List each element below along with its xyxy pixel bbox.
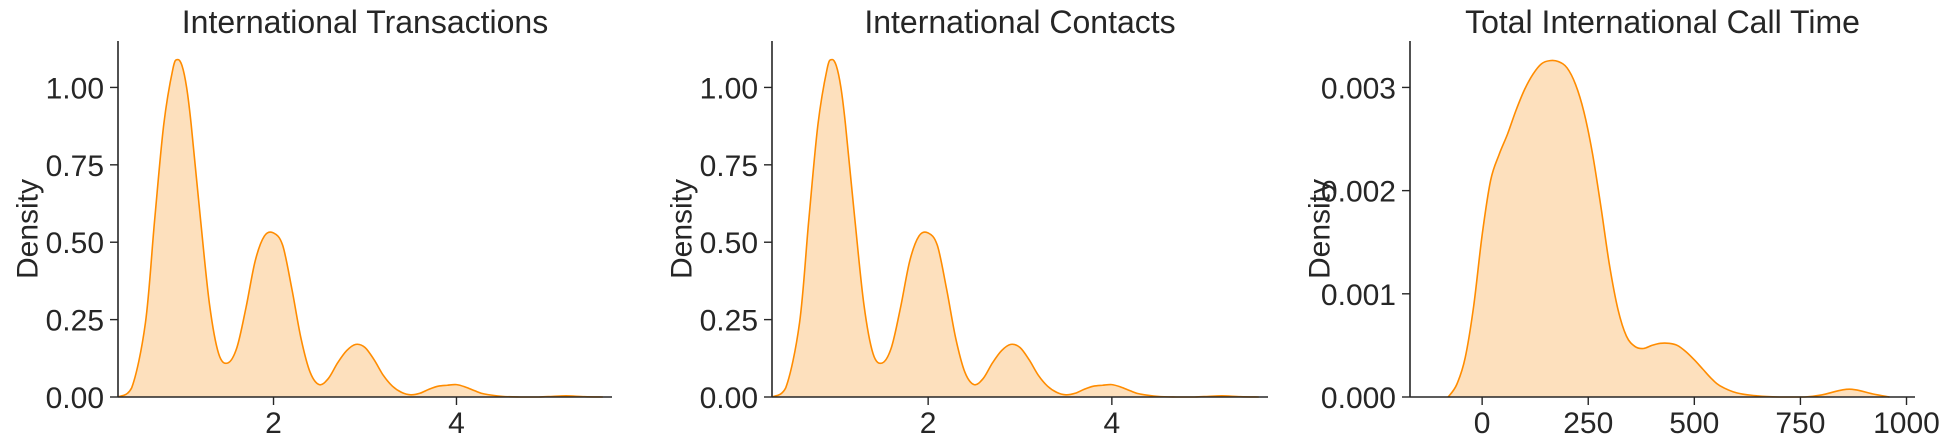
y-axis-label: Density — [1304, 179, 1337, 279]
kde-density-line — [117, 58, 603, 398]
y-tick-label: 0.000 — [1321, 382, 1396, 415]
kde-density-line — [771, 58, 1259, 398]
y-tick-label: 1.00 — [700, 72, 758, 105]
chart-international-contacts: 0.00 0.25 0.50 0.75 1.00 2 4 International Cont… — [666, 4, 1268, 440]
y-axis-label: Density — [666, 179, 699, 279]
chart-international-transactions: 0.00 0.25 0.50 0.75 1.00 2 4 International Tran… — [12, 4, 612, 440]
x-tick-label: 750 — [1775, 407, 1825, 440]
x-tick-label: 2 — [265, 407, 282, 440]
kde-fill-area — [118, 59, 603, 398]
y-tick-label: 0.75 — [700, 150, 758, 183]
y-tick-label: 0.25 — [46, 305, 104, 338]
y-axis-label: Density — [12, 179, 45, 279]
y-tick-label: 0.50 — [700, 227, 758, 260]
x-tick-label: 1000 — [1873, 407, 1940, 440]
y-tick-label: 0.25 — [700, 305, 758, 338]
kde-density-line — [1447, 59, 1890, 398]
y-tick-label: 0.00 — [46, 382, 104, 415]
chart-title: Total International Call Time — [1465, 4, 1860, 40]
y-tick-label: 0.003 — [1321, 72, 1396, 105]
x-tick-label: 500 — [1669, 407, 1719, 440]
y-tick-label: 0.50 — [46, 227, 104, 260]
kde-fill-area — [772, 59, 1259, 398]
y-tick-label: 0.002 — [1321, 176, 1396, 209]
chart-total-international-call-time: 0.000 0.001 0.002 0.003 0 250 500 750 1000 Total … — [1304, 4, 1940, 440]
x-tick-label: 4 — [1104, 407, 1121, 440]
chart-title: International Contacts — [864, 4, 1175, 40]
y-tick-label: 1.00 — [46, 72, 104, 105]
x-tick-label: 250 — [1563, 407, 1613, 440]
x-tick-label: 4 — [448, 407, 465, 440]
y-tick-label: 0.75 — [46, 150, 104, 183]
y-tick-label: 0.00 — [700, 382, 758, 415]
chart-title: International Transactions — [182, 4, 548, 40]
kde-fill-area — [1448, 60, 1890, 398]
y-tick-label: 0.001 — [1321, 279, 1396, 312]
x-tick-label: 0 — [1474, 407, 1491, 440]
x-tick-label: 2 — [920, 407, 937, 440]
